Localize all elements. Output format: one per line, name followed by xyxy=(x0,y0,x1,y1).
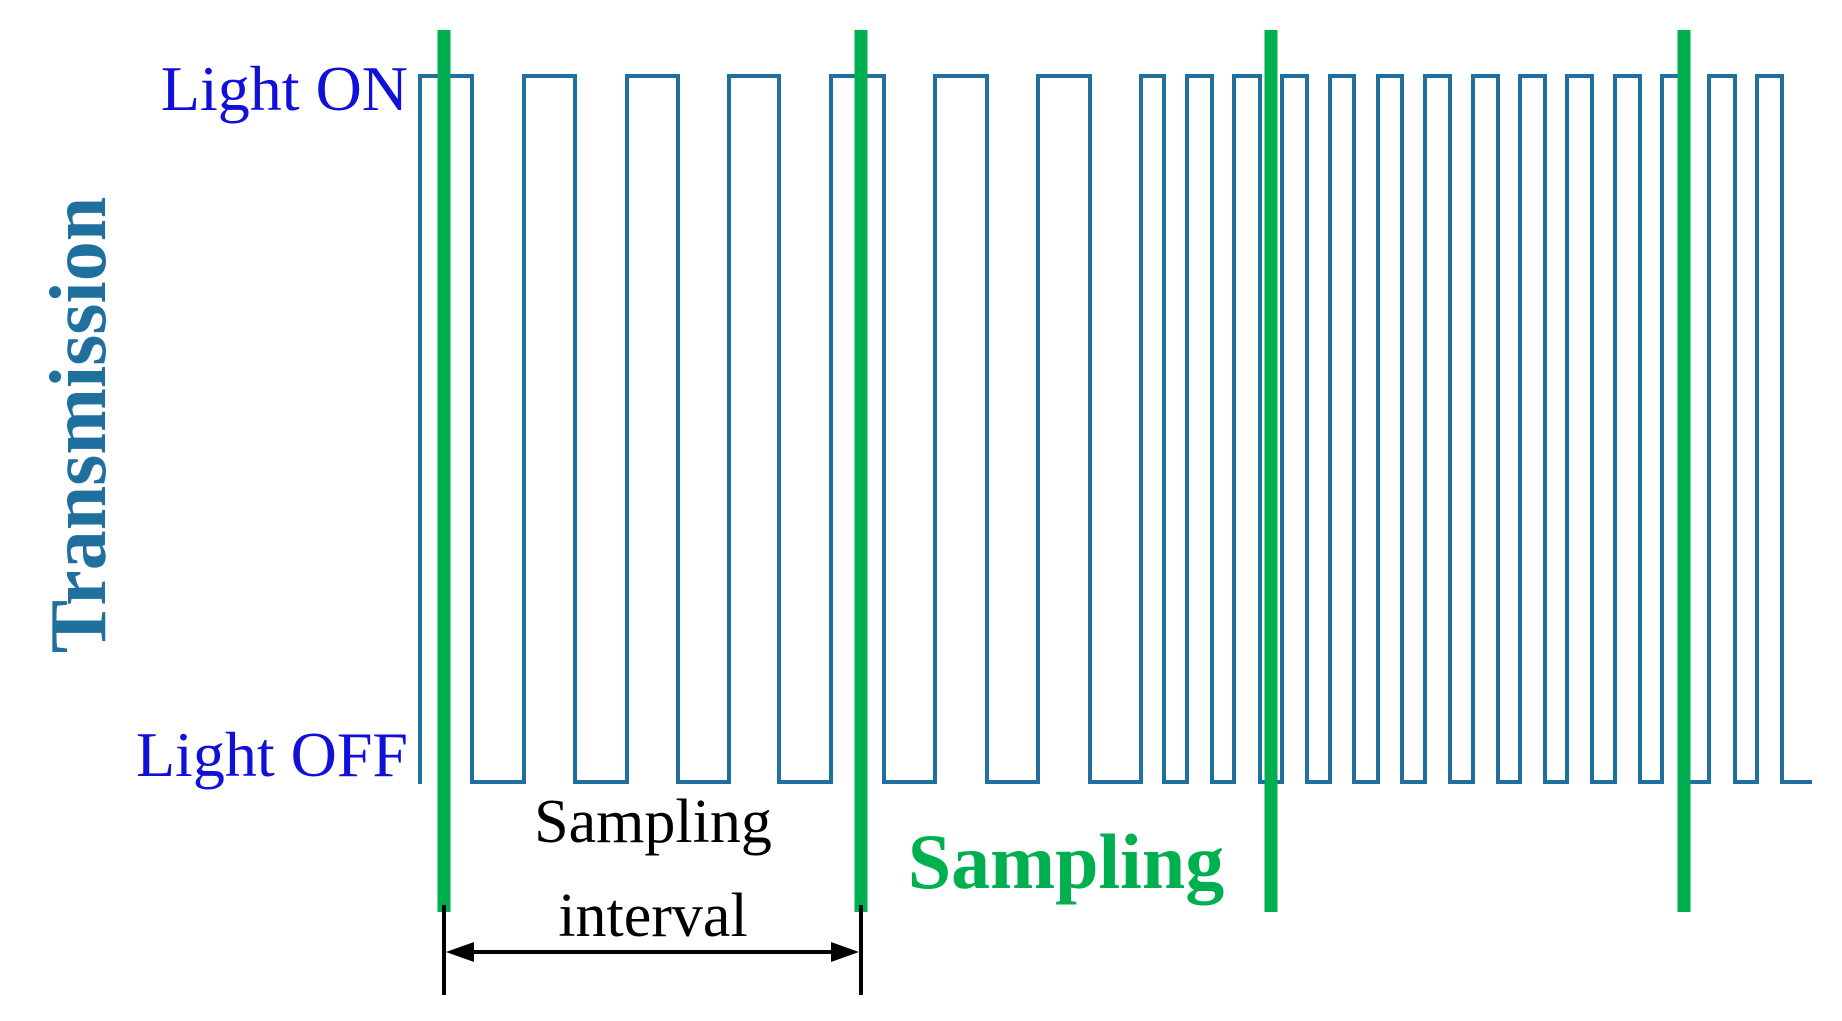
light-on-label: Light ON xyxy=(161,53,408,124)
sampling-interval-dimension xyxy=(442,905,863,995)
sampling-label: Sampling xyxy=(908,818,1224,905)
sampling-lines xyxy=(437,30,1691,912)
interval-arrow-right-head xyxy=(831,942,859,962)
transmission-signal-waveform xyxy=(418,74,1812,784)
light-off-label: Light OFF xyxy=(136,719,408,790)
sampling-interval-label-line2: interval xyxy=(558,882,747,950)
sampling-interval-label-line1: Sampling xyxy=(534,788,772,856)
interval-arrow-left-head xyxy=(446,942,474,962)
y-axis-title: Transmission xyxy=(35,197,123,653)
